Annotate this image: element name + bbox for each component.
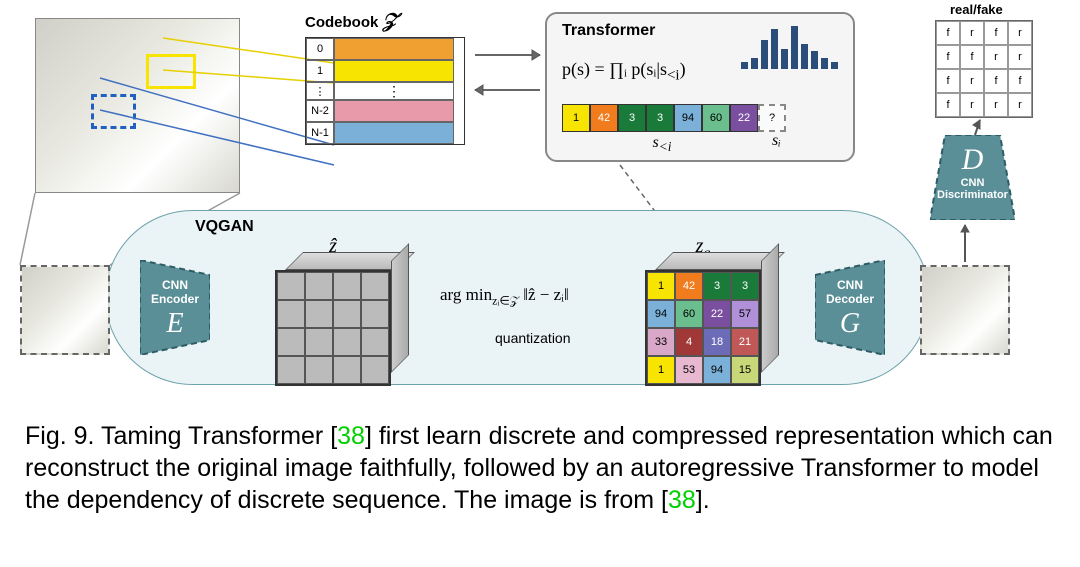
realfake-title: real/fake <box>950 2 1003 17</box>
transformer-title: Transformer <box>562 22 655 40</box>
zq-grid: 142339460225733418211539415 <box>645 270 761 386</box>
encoder-block: CNN Encoder E <box>140 260 210 355</box>
transformer-brace-label: s<i <box>562 134 762 155</box>
zhat-cube: ẑ <box>275 270 391 386</box>
caption-ref-2: 38 <box>668 486 696 514</box>
quantization-equation: arg minzᵢ∈𝒵 ‖ẑ − zᵢ‖ <box>440 285 569 308</box>
decoder-label: CNN Decoder <box>815 278 885 306</box>
codebook-title: Codebook 𝒵 <box>305 10 465 33</box>
zq-cube: zq 142339460225733418211539415 <box>645 270 761 386</box>
transformer-histogram <box>741 24 838 69</box>
encoder-letter: E <box>140 308 210 340</box>
transformer-sequence: 14233946022? <box>562 104 786 132</box>
input-image-large <box>35 18 240 193</box>
eq-rhs: ) <box>680 59 686 79</box>
decoder-block: CNN Decoder G <box>815 260 885 355</box>
encoder-label: CNN Encoder <box>140 278 210 306</box>
caption-prefix: Fig. 9. Taming Transformer [ <box>25 422 337 450</box>
architecture-diagram: Codebook 𝒵 01⋮⋮N-2N-1 Transformer p(s) =… <box>0 0 1080 400</box>
discriminator-label: CNN Discriminator <box>930 177 1015 201</box>
realfake-grid: frfrffrrfrfffrrr <box>935 20 1033 118</box>
figure-caption: Fig. 9. Taming Transformer [38] first le… <box>25 420 1055 516</box>
vqgan-label: VQGAN <box>195 218 254 236</box>
input-image-small <box>20 265 110 355</box>
zhat-grid <box>275 270 391 386</box>
codebook-title-text: Codebook <box>305 14 378 31</box>
caption-suffix: ]. <box>696 486 710 514</box>
decoder-letter: G <box>815 308 885 340</box>
eq-sub: <i <box>667 68 680 84</box>
transformer-box: Transformer p(s) = ∏ᵢ p(sᵢ|s<i) 14233946… <box>545 12 855 162</box>
eq-lhs: p(s) = ∏ᵢ p(sᵢ|s <box>562 59 667 79</box>
transformer-si-label: sᵢ <box>772 132 781 150</box>
caption-ref-1: 38 <box>337 422 365 450</box>
codebook: Codebook 𝒵 01⋮⋮N-2N-1 <box>305 10 465 145</box>
discriminator-block: D CNN Discriminator <box>930 135 1015 220</box>
highlight-yellow <box>146 54 196 89</box>
codebook-table: 01⋮⋮N-2N-1 <box>305 37 465 145</box>
highlight-blue <box>91 94 136 129</box>
codebook-z-symbol: 𝒵 <box>383 10 398 32</box>
output-image-small <box>920 265 1010 355</box>
transformer-equation: p(s) = ∏ᵢ p(sᵢ|s<i) <box>562 59 686 85</box>
discriminator-letter: D <box>930 143 1015 177</box>
quantization-label: quantization <box>495 330 571 346</box>
